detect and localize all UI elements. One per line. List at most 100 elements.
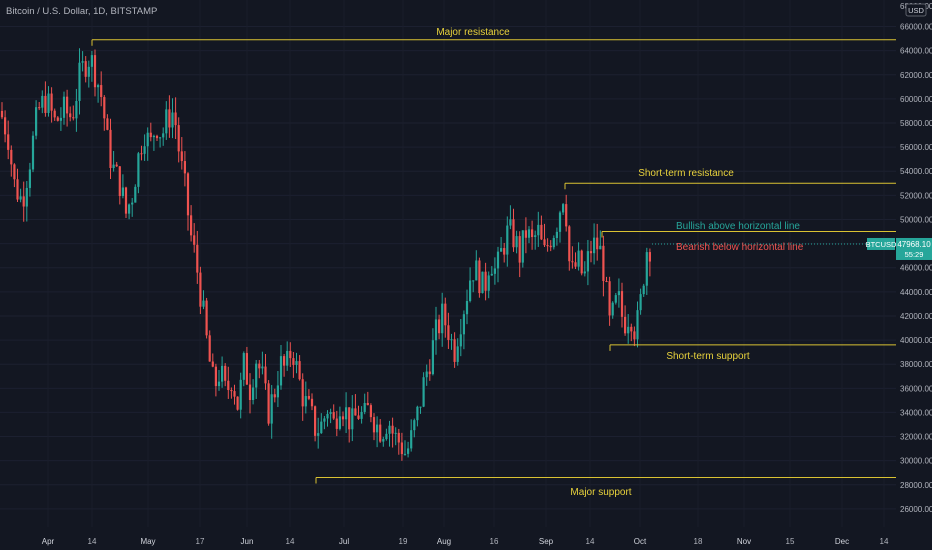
time-tick-label: Sep <box>539 537 554 546</box>
price-tick-label: 34000.00 <box>900 408 932 417</box>
time-tick-label: Jul <box>339 537 349 546</box>
candle-body <box>456 346 459 362</box>
candle-body <box>627 326 630 334</box>
time-axis[interactable]: Apr 14 May 17 Jun 14 Jul 19 Aug 16 Sep 14 Oct 18 Nov 15… <box>42 537 889 546</box>
candle-body <box>633 331 636 340</box>
price-tick-label: 40000.00 <box>900 336 932 345</box>
candle-body <box>208 335 211 362</box>
candle-body <box>258 363 261 369</box>
time-tick-label: 15 <box>786 537 795 546</box>
candle-body <box>369 405 372 418</box>
candle-body <box>295 361 298 365</box>
candle-body <box>183 161 186 174</box>
candle-body <box>537 224 540 236</box>
time-tick-label: 16 <box>490 537 499 546</box>
candle-body <box>531 229 534 238</box>
time-tick-label: 14 <box>880 537 889 546</box>
candle-body <box>465 300 469 315</box>
candlestick-series <box>0 48 651 461</box>
candle-body <box>286 350 289 366</box>
candle-body <box>546 245 549 247</box>
candle-body <box>165 109 168 134</box>
currency-badge[interactable] <box>905 3 927 17</box>
candle-body <box>562 204 565 213</box>
candle-body <box>357 415 360 419</box>
last-price-value: 47968.10 <box>897 240 931 249</box>
candle-body <box>233 391 236 397</box>
candle-body <box>180 151 183 162</box>
candle-body <box>205 300 208 336</box>
candle-body <box>583 271 586 274</box>
candle-body <box>481 271 484 294</box>
currency-label: USD <box>908 6 924 15</box>
price-tick-label: 46000.00 <box>900 264 932 273</box>
candle-body <box>190 215 193 236</box>
candle-body <box>434 319 438 341</box>
time-tick-label: 14 <box>586 537 595 546</box>
candle-body <box>230 390 233 392</box>
candle-body <box>317 433 320 436</box>
candle-body <box>224 365 227 381</box>
bullish-label: Bullish above horizontal line <box>676 221 800 232</box>
candle-body <box>19 196 22 200</box>
candle-body <box>540 224 543 240</box>
candle-body <box>100 85 103 98</box>
candle-body <box>503 248 506 255</box>
candle-body <box>217 381 221 387</box>
candle-body <box>69 113 72 118</box>
candle-body <box>509 219 512 226</box>
candle-body <box>53 110 56 118</box>
candle-body <box>292 358 295 365</box>
grid-lines <box>0 26 896 510</box>
major-resistance-label: Major resistance <box>436 27 510 38</box>
candle-body <box>270 394 273 424</box>
candle-body <box>28 169 31 188</box>
candle-body <box>639 294 642 311</box>
candle-body <box>459 334 462 347</box>
candle-body <box>279 356 283 386</box>
candle-body <box>283 356 286 366</box>
candle-body <box>444 303 447 326</box>
candle-body <box>128 204 131 214</box>
time-tick-label: Dec <box>835 537 849 546</box>
candle-body <box>323 418 326 422</box>
candle-body <box>35 107 38 136</box>
candle-body <box>487 275 490 291</box>
candle-body <box>134 186 137 203</box>
candle-body <box>177 125 180 152</box>
candle-body <box>159 137 162 139</box>
candle-body <box>496 251 500 269</box>
candle-body <box>624 316 627 334</box>
horizontal-levels <box>91 39 896 484</box>
ticker-tag-label: BTCUSD <box>866 240 897 249</box>
price-tick-label: 28000.00 <box>900 481 932 490</box>
candle-body <box>648 252 651 262</box>
ticker-tag <box>867 237 895 250</box>
candle-body <box>0 110 4 118</box>
candle-body <box>605 280 608 282</box>
last-price-box <box>896 237 932 260</box>
candle-body <box>534 235 537 238</box>
candle-body <box>512 219 515 248</box>
candle-body <box>379 424 382 442</box>
candle-body <box>453 339 456 362</box>
candle-body <box>38 107 41 109</box>
candle-body <box>131 202 134 205</box>
candle-body <box>245 353 248 385</box>
time-tick-label: 18 <box>694 537 703 546</box>
candle-body <box>450 339 453 341</box>
candle-body <box>239 379 242 410</box>
price-tick-label: 64000.00 <box>900 47 932 56</box>
candle-body <box>428 371 431 375</box>
candle-body <box>193 235 196 245</box>
candle-body <box>66 96 69 114</box>
candle-body <box>103 97 106 119</box>
price-tick-label: 50000.00 <box>900 215 932 224</box>
candle-body <box>87 66 90 77</box>
candle-body <box>4 117 7 135</box>
candle-body <box>326 413 329 419</box>
major-support-label: Major support <box>570 487 631 498</box>
price-axis[interactable]: 26000.00 28000.00 30000.00 32000.00 34000.00… <box>900 23 932 514</box>
candle-body <box>341 416 345 420</box>
